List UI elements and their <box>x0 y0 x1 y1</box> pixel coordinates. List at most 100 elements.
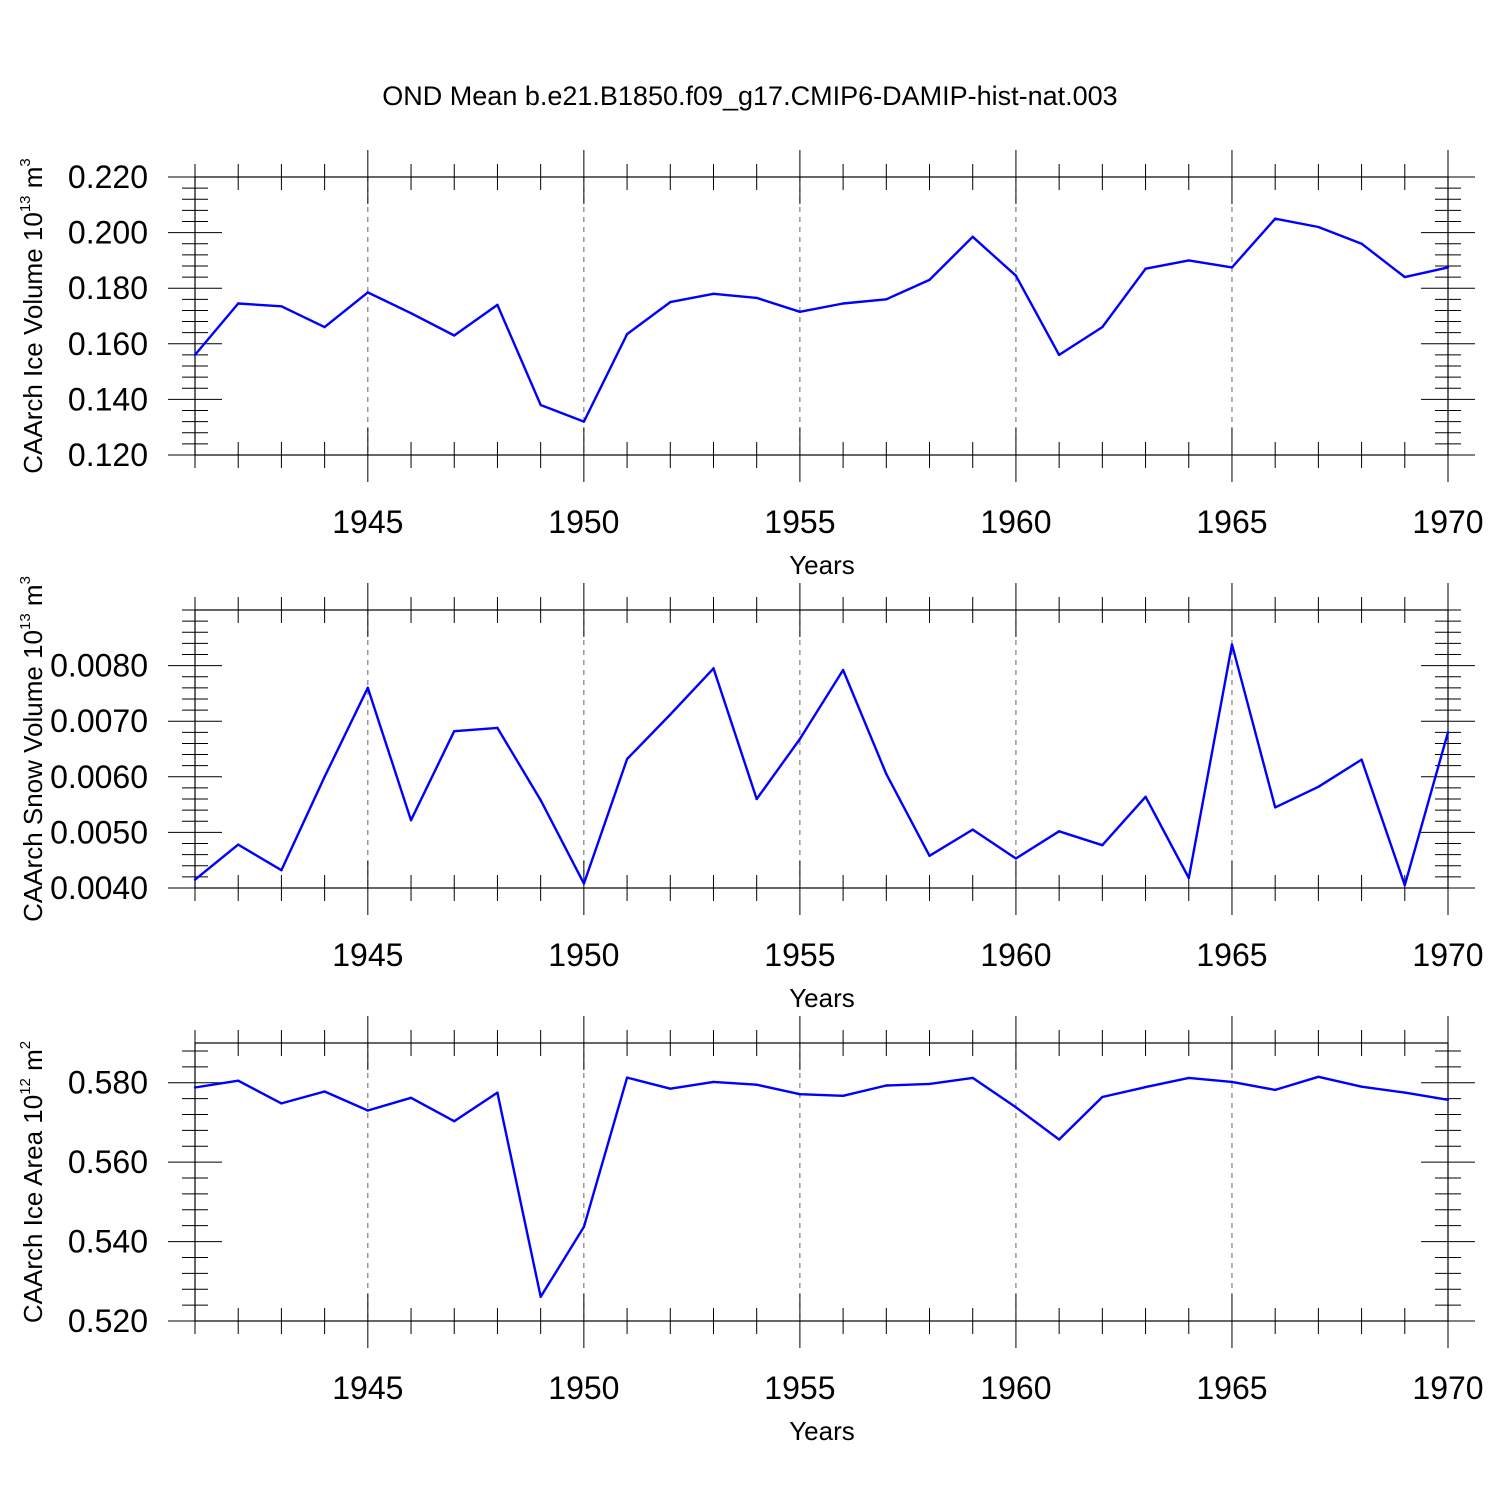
data-point <box>1187 1076 1190 1080</box>
y-axis-label: CAArch Snow Volume 1013 m3 <box>17 576 48 922</box>
data-point <box>539 1295 542 1298</box>
data-point <box>1273 217 1277 220</box>
series-line <box>194 1075 1449 1299</box>
data-point <box>1317 785 1320 789</box>
data-point <box>669 1087 672 1090</box>
y-tick-label: 0.180 <box>68 270 148 306</box>
data-point <box>1317 1075 1320 1078</box>
series-line <box>194 643 1450 887</box>
x-tick-label: 1955 <box>764 1370 835 1406</box>
x-tick-label: 1955 <box>764 504 835 540</box>
data-point <box>237 1079 240 1082</box>
data-point <box>712 292 715 295</box>
data-point <box>841 302 845 305</box>
plot-frame <box>194 1042 1449 1322</box>
data-point <box>1014 274 1018 277</box>
data-point <box>1273 1088 1277 1092</box>
data-point <box>928 854 931 857</box>
plot-frame <box>194 176 1449 456</box>
data-point <box>755 296 758 300</box>
y-axis-label-exponent: 13 <box>17 613 34 630</box>
x-tick-label: 1965 <box>1196 504 1267 540</box>
y-axis-label: CAArch Ice Volume 1013 m3 <box>17 158 48 474</box>
data-point <box>1403 884 1406 887</box>
data-point <box>841 668 845 672</box>
y-axis-label-exponent: 12 <box>17 1078 34 1095</box>
data-point <box>409 818 413 822</box>
data-point <box>798 1093 802 1096</box>
data-point <box>1230 1080 1234 1084</box>
y-tick-label: 0.0080 <box>50 648 148 684</box>
data-point <box>1187 259 1190 262</box>
data-point <box>1101 843 1104 847</box>
data-point <box>193 878 197 881</box>
y-tick-label: 0.580 <box>68 1065 148 1101</box>
data-point <box>1273 806 1277 809</box>
data-point <box>1230 266 1234 269</box>
data-point <box>1187 876 1190 880</box>
x-axis-label: Years <box>789 1416 855 1446</box>
data-point <box>280 869 283 872</box>
y-tick-label: 0.560 <box>68 1144 148 1180</box>
x-tick-label: 1950 <box>548 504 619 540</box>
y-tick-label: 0.120 <box>68 437 148 473</box>
panel-3: 0.520 0.540 0.560 0.580 1945 1950 1955 1960 1965… <box>17 1016 1484 1446</box>
x-tick-label: 1950 <box>548 937 619 973</box>
data-point <box>539 798 542 802</box>
panel-2: 0.0040 0.0050 0.0060 0.0070 0.0080 1945 1950 19… <box>17 576 1484 1013</box>
y-tick-label: 0.220 <box>68 159 148 195</box>
chart-title: OND Mean b.e21.B1850.f09_g17.CMIP6-DAMIP… <box>382 81 1117 111</box>
data-point <box>280 305 283 308</box>
data-point <box>1101 325 1104 329</box>
x-tick-label: 1945 <box>332 1370 403 1406</box>
data-point <box>1360 1085 1363 1088</box>
y-tick-label: 0.520 <box>68 1303 148 1339</box>
data-point <box>885 772 888 776</box>
y-tick-label: 0.0040 <box>50 870 148 906</box>
data-point <box>582 1225 586 1229</box>
data-point <box>1360 758 1363 761</box>
data-point <box>1446 731 1450 734</box>
data-point <box>453 1120 456 1123</box>
plot-frame <box>194 609 1449 889</box>
x-tick-label: 1970 <box>1412 504 1483 540</box>
data-point <box>409 312 413 315</box>
data-point <box>323 775 326 778</box>
data-point <box>1057 353 1061 357</box>
data-point <box>539 403 542 407</box>
data-point <box>366 686 370 690</box>
data-point <box>496 303 499 307</box>
x-tick-label: 1965 <box>1196 937 1267 973</box>
panel-1: 0.120 0.140 0.160 0.180 0.200 0.220 1945 1950 19… <box>17 150 1484 580</box>
data-point <box>1446 266 1450 269</box>
data-point <box>582 420 586 423</box>
data-point <box>712 667 715 670</box>
data-point <box>1403 275 1406 279</box>
data-point <box>193 1086 197 1089</box>
data-point <box>582 882 586 885</box>
data-point <box>885 298 888 301</box>
data-point <box>971 1076 974 1080</box>
x-tick-label: 1970 <box>1412 937 1483 973</box>
data-point <box>193 353 197 357</box>
x-tick-label: 1945 <box>332 504 403 540</box>
y-tick-label: 0.140 <box>68 381 148 417</box>
data-point <box>928 278 931 282</box>
data-point <box>1446 1098 1450 1101</box>
data-point <box>798 310 802 314</box>
y-axis-label-text: CAArch Snow Volume 10 <box>18 630 48 922</box>
data-point <box>625 332 629 336</box>
y-tick-label: 0.540 <box>68 1224 148 1260</box>
y-axis-label-text: CAArch Ice Volume 10 <box>18 212 48 474</box>
x-tick-label: 1960 <box>980 937 1051 973</box>
data-point <box>280 1102 283 1105</box>
data-point <box>885 1084 888 1087</box>
x-tick-label: 1960 <box>980 1370 1051 1406</box>
data-point <box>1057 1138 1061 1141</box>
y-axis-label-exponent: 2 <box>17 1041 34 1049</box>
y-axis-label-text: CAArch Ice Area 10 <box>18 1095 48 1323</box>
data-point <box>798 737 802 741</box>
x-tick-label: 1945 <box>332 937 403 973</box>
y-axis-label-exponent: 13 <box>17 195 34 212</box>
data-point <box>841 1094 845 1098</box>
